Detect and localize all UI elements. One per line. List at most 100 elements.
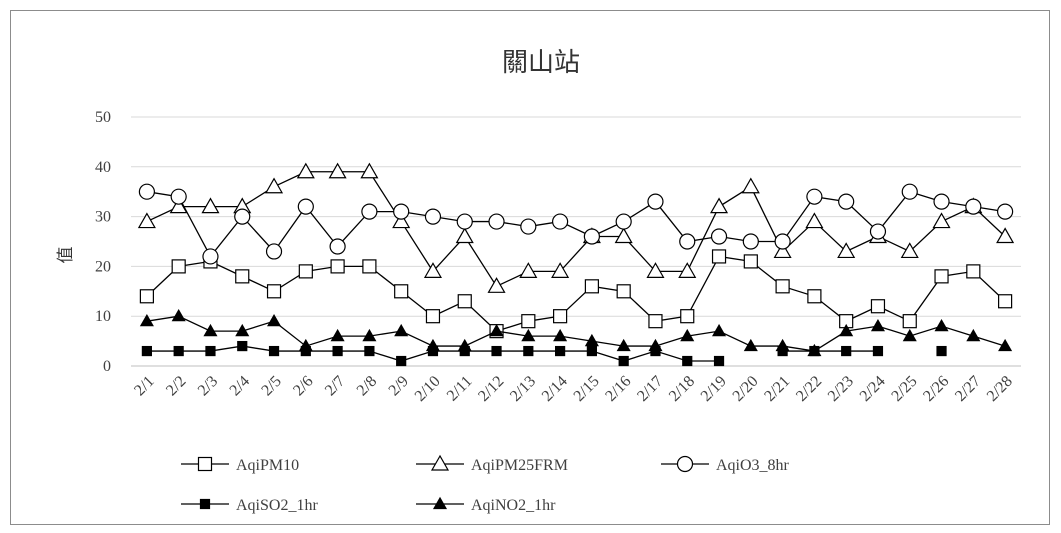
data-point [265,177,284,194]
data-point [424,208,442,225]
legend-item: AqiPM10 [181,456,299,474]
x-tick-label: 2/23 [825,373,857,405]
data-point [237,340,248,352]
series-aqino2-1hr [139,308,1013,357]
data-point [616,284,631,299]
series-group [137,162,1015,367]
data-point [902,328,917,342]
x-tick-label: 2/28 [984,373,1016,405]
data-point [361,203,378,220]
legend-label: AqiO3_8hr [716,457,790,474]
x-tick-label: 2/20 [730,373,762,405]
x-tick-label: 2/5 [258,373,284,399]
x-tick-label: 2/26 [920,373,952,405]
x-tick-label: 2/4 [227,373,253,399]
data-point [235,269,250,284]
data-point [648,338,663,352]
data-point [618,355,629,367]
data-point [712,323,727,337]
data-point [583,228,600,245]
legend-label: AqiSO2_1hr [236,497,318,514]
y-tick-label: 50 [95,109,111,126]
data-point [267,313,282,327]
data-point [807,289,822,304]
x-tick-label: 2/27 [952,373,984,405]
data-point [519,262,538,278]
data-point [141,345,152,357]
data-point [901,183,918,200]
x-tick-label: 2/2 [163,373,189,399]
data-point [394,323,409,337]
x-tick-label: 2/17 [634,373,666,405]
data-point [934,269,949,284]
data-point [648,314,663,329]
series-aqiso2-1hr [141,340,947,367]
x-tick-label: 2/16 [602,373,634,405]
data-point [491,345,502,357]
data-point [297,198,314,215]
data-point [998,338,1013,352]
legend-label: AqiPM10 [236,457,299,474]
data-point [774,233,791,250]
data-point [521,314,536,329]
data-point [137,212,156,229]
data-point [170,188,187,205]
data-point [234,208,251,225]
data-point [456,213,473,230]
data-point [396,355,407,367]
x-tick-label: 2/11 [444,373,476,405]
data-point [489,323,504,337]
data-point [869,223,887,240]
data-point [678,262,697,278]
data-point [205,345,216,357]
data-point [138,183,155,200]
series-aqipm25frm [137,162,1015,293]
data-point [837,242,856,259]
data-point [553,328,568,342]
data-point [743,338,758,352]
data-point [805,212,824,229]
legend-item: AqiNO2_1hr [416,496,556,514]
legend-label: AqiNO2_1hr [471,497,556,514]
x-tick-label: 2/18 [666,373,698,405]
data-point [553,309,568,324]
data-point [364,345,375,357]
legend: AqiPM10 AqiPM25FRM AqiO3_8hr AqiSO2_1hr AqiN… [181,454,790,514]
x-tick-label: 2/7 [322,373,348,399]
y-tick-label: 20 [95,258,111,275]
data-point [266,284,282,299]
data-point [296,162,315,179]
data-point [392,212,411,229]
y-tick-labels: 0 10 20 30 40 50 [95,109,111,375]
x-tick-label: 2/6 [290,373,316,399]
y-tick-label: 30 [95,209,111,226]
data-point [741,177,760,194]
data-point [936,345,947,357]
data-point [268,345,280,357]
x-tick-label: 2/13 [507,373,539,405]
legend-item: AqiPM25FRM [416,454,568,474]
data-point [265,243,283,260]
legend-item: AqiSO2_1hr [181,497,318,514]
data-point [202,248,219,265]
data-point [710,228,728,245]
data-point [201,197,220,214]
x-tick-labels: 2/1 2/2 2/3 2/4 2/5 2/6 2/7 2/8 2/9 2/10 2/11 2/12 2… [131,373,1016,405]
data-point [393,203,410,220]
data-point [742,233,759,250]
data-point [332,345,343,357]
data-point [298,264,313,279]
data-point [933,193,950,210]
series-line [146,190,1006,258]
data-point [488,213,505,230]
data-point [298,338,313,352]
data-point [775,279,790,294]
legend-marker [432,496,448,510]
data-point [171,308,186,322]
data-point [646,262,665,278]
data-point [457,294,472,309]
data-point [173,345,184,357]
chart-title: 關山站 [502,48,580,78]
data-point [900,242,919,259]
